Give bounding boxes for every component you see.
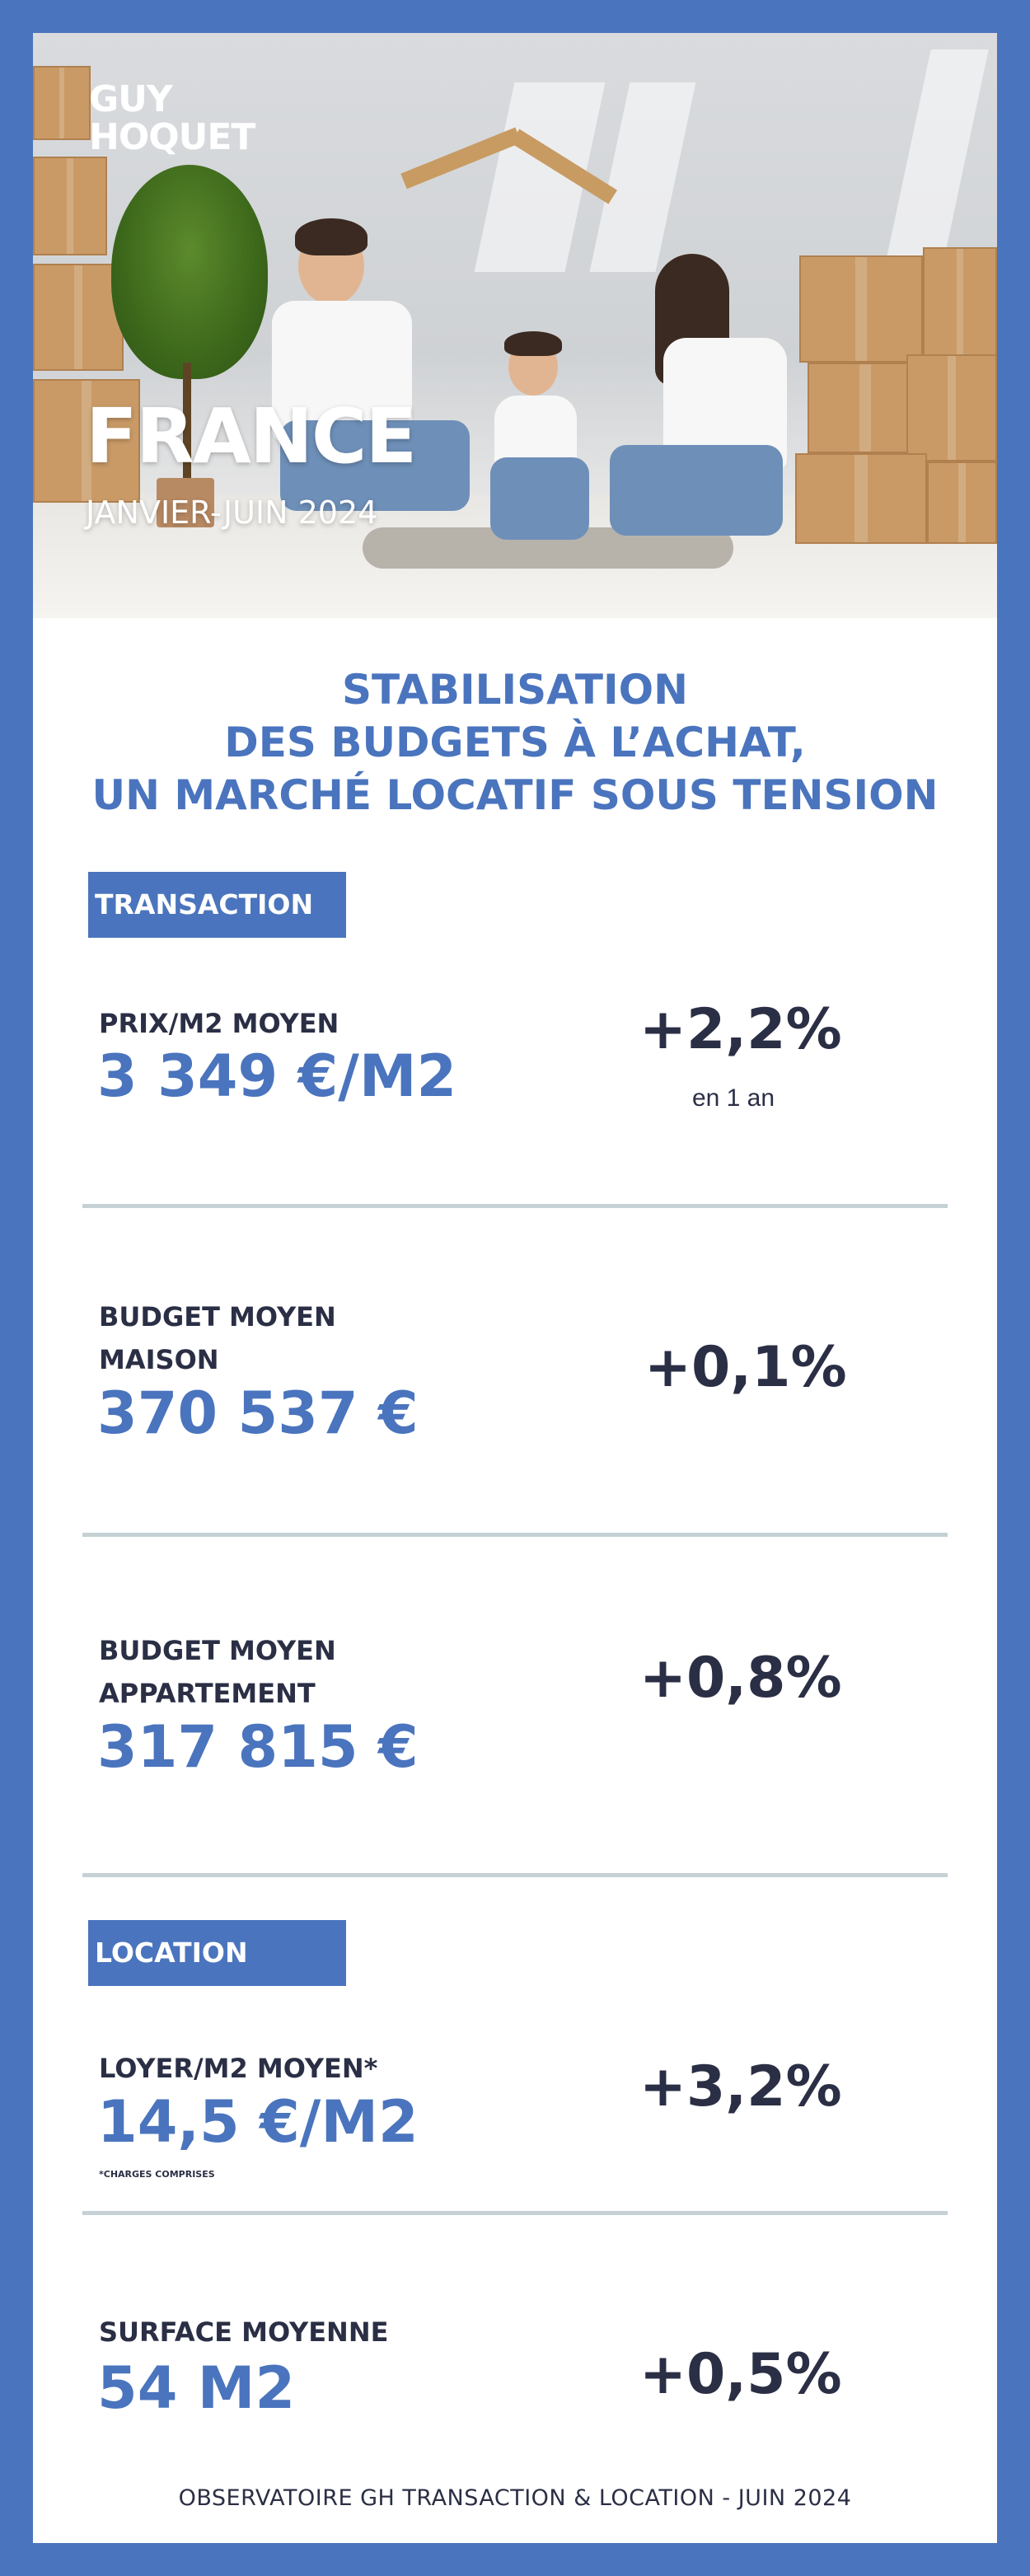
window-light	[589, 82, 696, 272]
stat-change-surface: +0,5%	[639, 2342, 842, 2407]
guy-hoquet-logo: GUY HOQUET	[89, 81, 255, 157]
cardboard-box	[923, 247, 997, 363]
stat-label-line: APPARTEMENT	[99, 1678, 316, 1709]
stat-value-budget-appartement: 317 815 €	[97, 1713, 419, 1781]
stat-value-loyer-m2: 14,5 €/M2	[97, 2088, 419, 2156]
headline-line-2: DES BUDGETS À L’ACHAT,	[224, 719, 806, 766]
logo-line-2: HOQUET	[89, 116, 255, 158]
stat-label-line: BUDGET MOYEN	[99, 1301, 336, 1332]
headline-line-1: STABILISATION	[342, 666, 688, 714]
stat-sub-prix-m2: en 1 an	[691, 1084, 775, 1112]
stat-label-budget-maison: BUDGET MOYEN MAISON	[99, 1295, 560, 1381]
person-shirt	[272, 301, 412, 441]
stat-label-prix-m2: PRIX/M2 MOYEN	[99, 1008, 339, 1039]
cardboard-box	[927, 461, 997, 544]
stat-value-prix-m2: 3 349 €/M2	[97, 1042, 457, 1110]
footer-source: OBSERVATOIRE GH TRANSACTION & LOCATION -…	[178, 2485, 852, 2511]
person-jeans	[490, 457, 589, 540]
transaction-tag: TRANSACTION	[88, 872, 346, 938]
hero-title: FRANCE	[86, 392, 417, 480]
stat-label-line: BUDGET MOYEN	[99, 1635, 336, 1666]
stat-label-surface: SURFACE MOYENNE	[99, 2316, 389, 2348]
divider	[82, 2211, 948, 2215]
cardboard-box	[799, 255, 923, 363]
hero-photo: GUY HOQUET FRANCE JANVIER-JUIN 2024	[33, 33, 997, 618]
charges-note: *CHARGES COMPRISES	[99, 2169, 215, 2180]
divider	[82, 1204, 948, 1208]
cardboard-box	[33, 264, 124, 371]
headline-line-3: UN MARCHÉ LOCATIF SOUS TENSION	[91, 771, 939, 819]
divider	[82, 1873, 948, 1877]
person-jeans	[280, 420, 470, 511]
plant-stem	[183, 363, 191, 486]
cardboard-box	[33, 379, 140, 503]
person-hair	[504, 331, 562, 356]
stat-change-budget-maison: +0,1%	[644, 1335, 847, 1400]
stat-value-surface: 54 M2	[97, 2354, 296, 2422]
window-light	[882, 49, 989, 280]
location-tag: LOCATION	[88, 1920, 346, 1986]
cardboard-box	[808, 363, 923, 453]
cardboard-box	[33, 66, 91, 140]
stat-change-budget-appartement: +0,8%	[639, 1646, 842, 1711]
plant-icon	[111, 165, 268, 379]
cardboard-box	[795, 453, 927, 544]
page-headline: STABILISATION DES BUDGETS À L’ACHAT, UN …	[33, 663, 997, 822]
infographic-page: GUY HOQUET FRANCE JANVIER-JUIN 2024 STAB…	[33, 33, 997, 2543]
hero-period: JANVIER-JUIN 2024	[86, 494, 378, 531]
cardboard-box	[906, 354, 997, 461]
stat-change-prix-m2: +2,2%	[639, 997, 842, 1062]
person-jeans	[610, 445, 783, 536]
stat-change-loyer-m2: +3,2%	[639, 2054, 842, 2119]
divider	[82, 1533, 948, 1537]
stat-label-budget-appartement: BUDGET MOYEN APPARTEMENT	[99, 1629, 560, 1715]
person-hair	[295, 218, 368, 255]
logo-line-1: GUY	[89, 78, 173, 120]
stat-label-loyer-m2: LOYER/M2 MOYEN*	[99, 2053, 378, 2084]
stat-value-budget-maison: 370 537 €	[97, 1379, 419, 1447]
plant-pot	[157, 478, 214, 527]
cardboard-box	[33, 157, 107, 255]
stat-label-line: MAISON	[99, 1344, 219, 1375]
